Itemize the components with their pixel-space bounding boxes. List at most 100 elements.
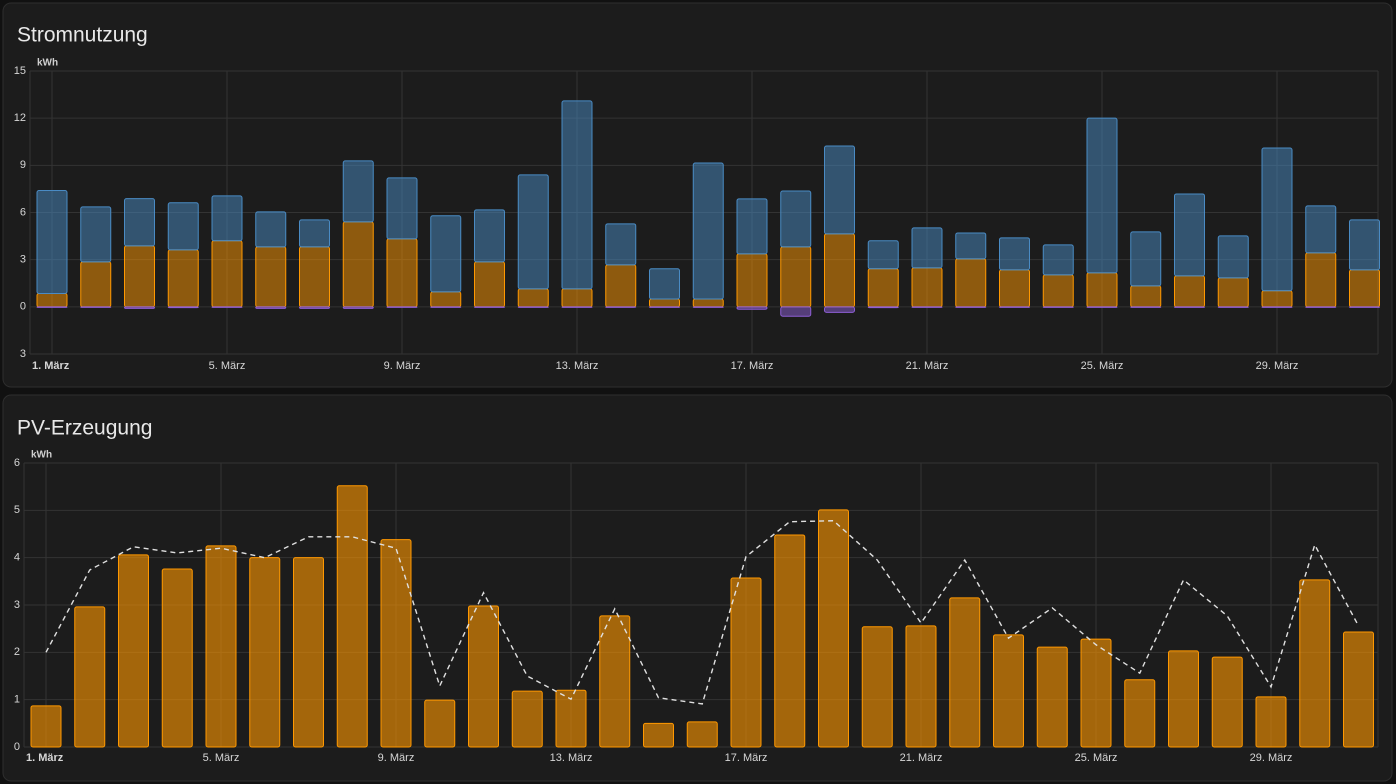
bar — [430, 306, 462, 308]
x-tick-label: 21. März — [900, 752, 943, 764]
bar — [342, 160, 374, 223]
bar — [1305, 306, 1337, 308]
bar — [74, 606, 106, 748]
bar — [380, 539, 412, 748]
bar — [1255, 696, 1287, 748]
bar — [299, 306, 330, 309]
bar — [824, 306, 855, 313]
unit-label: kWh — [37, 58, 58, 69]
bar — [167, 202, 199, 251]
bar — [1217, 235, 1249, 279]
bar — [1299, 579, 1331, 748]
x-tick-label: 13. März — [550, 752, 593, 764]
y-tick-label: 6 — [14, 457, 20, 469]
bar — [30, 705, 62, 748]
bar — [124, 245, 155, 308]
x-tick-label: 17. März — [725, 752, 768, 764]
y-tick-label: 3 — [14, 599, 20, 611]
x-tick-label: 1. März — [32, 360, 70, 372]
bar — [386, 306, 418, 308]
bar — [867, 268, 899, 308]
y-tick-label: 4 — [14, 552, 20, 564]
bar — [299, 219, 330, 248]
x-tick-label: 9. März — [378, 752, 415, 764]
bar — [692, 306, 724, 308]
y-tick-label: 9 — [20, 159, 26, 171]
x-tick-label: 25. März — [1075, 752, 1118, 764]
bar — [36, 292, 68, 308]
bar — [780, 246, 812, 308]
bar — [1211, 656, 1243, 748]
bar — [1343, 631, 1374, 748]
bar — [1217, 306, 1249, 308]
bar — [167, 249, 199, 308]
bar — [1305, 205, 1337, 254]
bar — [342, 306, 374, 309]
y-tick-label: 0 — [14, 741, 20, 753]
y-tick-label: 6 — [20, 206, 26, 218]
bar — [999, 237, 1030, 271]
bar — [80, 206, 112, 263]
bar — [255, 306, 287, 309]
chart-title: PV-Erzeugung — [17, 417, 152, 440]
bar — [1261, 147, 1293, 292]
bar — [1130, 231, 1162, 287]
bar — [1349, 219, 1380, 271]
bar — [774, 534, 806, 748]
bar — [1174, 275, 1205, 308]
bar — [1217, 277, 1249, 308]
bar — [293, 557, 324, 748]
bar — [692, 298, 724, 308]
bar — [299, 246, 330, 308]
x-tick-label: 9. März — [384, 360, 421, 372]
bar — [1349, 306, 1380, 308]
bar — [905, 625, 937, 748]
bar — [430, 291, 462, 308]
bar — [118, 554, 149, 748]
x-tick-label: 1. März — [26, 752, 64, 764]
bar — [1042, 306, 1074, 308]
bar — [999, 269, 1030, 308]
bar — [1261, 290, 1293, 308]
bar — [474, 209, 505, 263]
bar — [255, 211, 287, 248]
bar — [1124, 679, 1156, 748]
bar — [736, 198, 768, 255]
bar — [955, 232, 987, 260]
bar — [686, 721, 718, 748]
bar — [386, 238, 418, 308]
y-tick-label: 0 — [20, 301, 26, 313]
bar — [1036, 646, 1068, 748]
bar — [824, 233, 855, 308]
bar — [1168, 650, 1199, 748]
bar — [999, 306, 1030, 308]
bar — [955, 258, 987, 308]
bar — [1086, 306, 1118, 308]
x-tick-label: 21. März — [906, 360, 949, 372]
bar — [730, 577, 762, 748]
y-tick-label: 12 — [14, 112, 26, 124]
bar — [517, 174, 549, 290]
bar — [205, 545, 237, 748]
bar — [867, 240, 899, 270]
bar — [36, 189, 68, 294]
bar — [161, 568, 193, 748]
bar — [1305, 252, 1337, 308]
bar — [692, 162, 724, 300]
y-tick-label: 5 — [14, 504, 20, 516]
bar — [605, 306, 637, 308]
y-tick-label: 15 — [14, 65, 26, 77]
bar — [249, 557, 281, 748]
bar — [430, 215, 462, 293]
bar — [211, 195, 243, 242]
bar — [1130, 306, 1162, 308]
bar — [517, 288, 549, 308]
bar — [211, 306, 243, 308]
bar — [80, 261, 112, 308]
bar — [1086, 272, 1118, 308]
bar — [1174, 306, 1205, 308]
bar — [255, 246, 287, 308]
bar — [167, 306, 199, 309]
bar — [517, 306, 549, 308]
